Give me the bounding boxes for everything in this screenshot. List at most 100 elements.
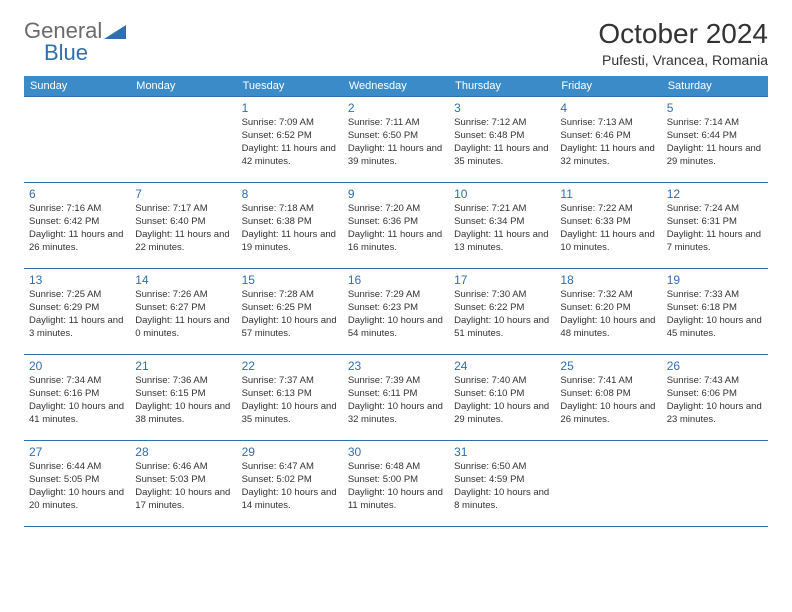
- calendar-cell: 1Sunrise: 7:09 AMSunset: 6:52 PMDaylight…: [237, 97, 343, 183]
- day-number: 8: [242, 186, 338, 202]
- calendar-cell: 6Sunrise: 7:16 AMSunset: 6:42 PMDaylight…: [24, 183, 130, 269]
- day-number: 31: [454, 444, 550, 460]
- daylight-text: Daylight: 10 hours and 38 minutes.: [135, 401, 231, 427]
- calendar-cell: [662, 441, 768, 527]
- sunset-text: Sunset: 6:46 PM: [560, 130, 656, 143]
- calendar-cell: 5Sunrise: 7:14 AMSunset: 6:44 PMDaylight…: [662, 97, 768, 183]
- weekday-header: Saturday: [662, 76, 768, 97]
- calendar-cell: 3Sunrise: 7:12 AMSunset: 6:48 PMDaylight…: [449, 97, 555, 183]
- calendar-cell: 11Sunrise: 7:22 AMSunset: 6:33 PMDayligh…: [555, 183, 661, 269]
- calendar-cell: 30Sunrise: 6:48 AMSunset: 5:00 PMDayligh…: [343, 441, 449, 527]
- sunset-text: Sunset: 6:15 PM: [135, 388, 231, 401]
- daylight-text: Daylight: 10 hours and 41 minutes.: [29, 401, 125, 427]
- sunrise-text: Sunrise: 7:40 AM: [454, 375, 550, 388]
- sunrise-text: Sunrise: 7:32 AM: [560, 289, 656, 302]
- calendar-cell: 14Sunrise: 7:26 AMSunset: 6:27 PMDayligh…: [130, 269, 236, 355]
- location-label: Pufesti, Vrancea, Romania: [598, 52, 768, 68]
- daylight-text: Daylight: 11 hours and 35 minutes.: [454, 143, 550, 169]
- day-number: 10: [454, 186, 550, 202]
- daylight-text: Daylight: 11 hours and 42 minutes.: [242, 143, 338, 169]
- sunset-text: Sunset: 5:03 PM: [135, 474, 231, 487]
- daylight-text: Daylight: 10 hours and 51 minutes.: [454, 315, 550, 341]
- day-number: 24: [454, 358, 550, 374]
- calendar-cell: 17Sunrise: 7:30 AMSunset: 6:22 PMDayligh…: [449, 269, 555, 355]
- calendar-table: Sunday Monday Tuesday Wednesday Thursday…: [24, 76, 768, 527]
- day-number: 5: [667, 100, 763, 116]
- sunset-text: Sunset: 6:06 PM: [667, 388, 763, 401]
- sunset-text: Sunset: 6:08 PM: [560, 388, 656, 401]
- calendar-cell: 20Sunrise: 7:34 AMSunset: 6:16 PMDayligh…: [24, 355, 130, 441]
- day-number: 23: [348, 358, 444, 374]
- day-number: 1: [242, 100, 338, 116]
- calendar-row: 6Sunrise: 7:16 AMSunset: 6:42 PMDaylight…: [24, 183, 768, 269]
- weekday-header: Monday: [130, 76, 236, 97]
- calendar-cell: 2Sunrise: 7:11 AMSunset: 6:50 PMDaylight…: [343, 97, 449, 183]
- calendar-cell: 4Sunrise: 7:13 AMSunset: 6:46 PMDaylight…: [555, 97, 661, 183]
- sunset-text: Sunset: 6:29 PM: [29, 302, 125, 315]
- sunrise-text: Sunrise: 7:25 AM: [29, 289, 125, 302]
- brand-word2: Blue: [44, 40, 88, 66]
- day-number: 26: [667, 358, 763, 374]
- calendar-row: 20Sunrise: 7:34 AMSunset: 6:16 PMDayligh…: [24, 355, 768, 441]
- sunrise-text: Sunrise: 7:09 AM: [242, 117, 338, 130]
- day-number: 14: [135, 272, 231, 288]
- weekday-header: Tuesday: [237, 76, 343, 97]
- day-number: 21: [135, 358, 231, 374]
- sunrise-text: Sunrise: 7:13 AM: [560, 117, 656, 130]
- sunrise-text: Sunrise: 7:33 AM: [667, 289, 763, 302]
- daylight-text: Daylight: 11 hours and 0 minutes.: [135, 315, 231, 341]
- sunrise-text: Sunrise: 7:12 AM: [454, 117, 550, 130]
- sunrise-text: Sunrise: 7:37 AM: [242, 375, 338, 388]
- header: General Blue October 2024 Pufesti, Vranc…: [24, 18, 768, 68]
- weekday-header-row: Sunday Monday Tuesday Wednesday Thursday…: [24, 76, 768, 97]
- calendar-cell: 26Sunrise: 7:43 AMSunset: 6:06 PMDayligh…: [662, 355, 768, 441]
- calendar-cell: 12Sunrise: 7:24 AMSunset: 6:31 PMDayligh…: [662, 183, 768, 269]
- daylight-text: Daylight: 10 hours and 8 minutes.: [454, 487, 550, 513]
- day-number: 4: [560, 100, 656, 116]
- sunset-text: Sunset: 6:34 PM: [454, 216, 550, 229]
- daylight-text: Daylight: 11 hours and 32 minutes.: [560, 143, 656, 169]
- daylight-text: Daylight: 10 hours and 29 minutes.: [454, 401, 550, 427]
- calendar-cell: [24, 97, 130, 183]
- daylight-text: Daylight: 11 hours and 26 minutes.: [29, 229, 125, 255]
- calendar-cell: 21Sunrise: 7:36 AMSunset: 6:15 PMDayligh…: [130, 355, 236, 441]
- calendar-cell: [555, 441, 661, 527]
- sunrise-text: Sunrise: 7:20 AM: [348, 203, 444, 216]
- sunset-text: Sunset: 5:02 PM: [242, 474, 338, 487]
- sunset-text: Sunset: 6:52 PM: [242, 130, 338, 143]
- day-number: 25: [560, 358, 656, 374]
- weekday-header: Sunday: [24, 76, 130, 97]
- sunset-text: Sunset: 6:22 PM: [454, 302, 550, 315]
- sunrise-text: Sunrise: 7:28 AM: [242, 289, 338, 302]
- sunrise-text: Sunrise: 7:34 AM: [29, 375, 125, 388]
- sunrise-text: Sunrise: 7:17 AM: [135, 203, 231, 216]
- calendar-cell: 23Sunrise: 7:39 AMSunset: 6:11 PMDayligh…: [343, 355, 449, 441]
- day-number: 7: [135, 186, 231, 202]
- calendar-cell: 24Sunrise: 7:40 AMSunset: 6:10 PMDayligh…: [449, 355, 555, 441]
- calendar-cell: [130, 97, 236, 183]
- calendar-cell: 31Sunrise: 6:50 AMSunset: 4:59 PMDayligh…: [449, 441, 555, 527]
- sunrise-text: Sunrise: 7:21 AM: [454, 203, 550, 216]
- daylight-text: Daylight: 10 hours and 48 minutes.: [560, 315, 656, 341]
- daylight-text: Daylight: 10 hours and 23 minutes.: [667, 401, 763, 427]
- sunset-text: Sunset: 6:31 PM: [667, 216, 763, 229]
- calendar-cell: 15Sunrise: 7:28 AMSunset: 6:25 PMDayligh…: [237, 269, 343, 355]
- day-number: 30: [348, 444, 444, 460]
- weekday-header: Wednesday: [343, 76, 449, 97]
- day-number: 3: [454, 100, 550, 116]
- sunset-text: Sunset: 6:13 PM: [242, 388, 338, 401]
- sunrise-text: Sunrise: 7:16 AM: [29, 203, 125, 216]
- calendar-cell: 19Sunrise: 7:33 AMSunset: 6:18 PMDayligh…: [662, 269, 768, 355]
- sunset-text: Sunset: 6:27 PM: [135, 302, 231, 315]
- day-number: 19: [667, 272, 763, 288]
- sunset-text: Sunset: 6:50 PM: [348, 130, 444, 143]
- calendar-cell: 16Sunrise: 7:29 AMSunset: 6:23 PMDayligh…: [343, 269, 449, 355]
- calendar-cell: 28Sunrise: 6:46 AMSunset: 5:03 PMDayligh…: [130, 441, 236, 527]
- daylight-text: Daylight: 11 hours and 7 minutes.: [667, 229, 763, 255]
- sunrise-text: Sunrise: 7:43 AM: [667, 375, 763, 388]
- daylight-text: Daylight: 10 hours and 54 minutes.: [348, 315, 444, 341]
- day-number: 2: [348, 100, 444, 116]
- calendar-row: 1Sunrise: 7:09 AMSunset: 6:52 PMDaylight…: [24, 97, 768, 183]
- calendar-row: 13Sunrise: 7:25 AMSunset: 6:29 PMDayligh…: [24, 269, 768, 355]
- sunset-text: Sunset: 6:40 PM: [135, 216, 231, 229]
